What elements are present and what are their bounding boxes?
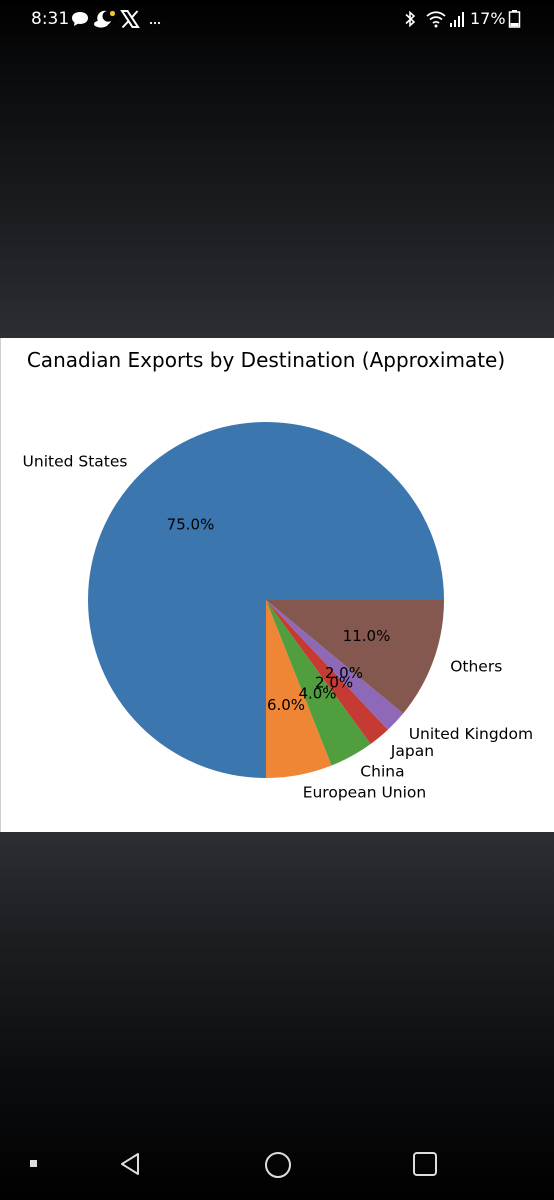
battery-percent: 17%: [470, 9, 506, 28]
bluetooth-icon: [405, 10, 416, 28]
pie-slice-japan: [266, 600, 388, 745]
pie-slices: [88, 422, 444, 778]
home-icon[interactable]: [263, 1150, 293, 1180]
slice-label-european-union: European Union: [303, 783, 427, 801]
weather-moon-icon: [94, 10, 116, 28]
pie-slice-others: [266, 600, 444, 714]
status-bar: 8:31 17%: [0, 0, 554, 38]
pie-chart: Canadian Exports by Destination (Approxi…: [23, 348, 534, 802]
signal-bars-icon: [450, 12, 464, 27]
slice-label-others: Others: [450, 657, 502, 675]
slice-label-china: China: [360, 763, 404, 781]
slice-percent-united-kingdom: 2.0%: [325, 664, 363, 682]
chart-title: Canadian Exports by Destination (Approxi…: [27, 348, 505, 372]
slice-percent-japan: 2.0%: [315, 673, 353, 691]
slice-label-japan: Japan: [390, 742, 434, 760]
slice-label-united-kingdom: United Kingdom: [409, 725, 533, 743]
pie-slice-united-kingdom: [266, 600, 404, 730]
recents-dot-icon[interactable]: [28, 1158, 40, 1170]
pie-labels: United States 75.0% European Union 6.0% Chin…: [23, 453, 534, 802]
more-dots-icon: [149, 21, 161, 25]
overview-icon[interactable]: [411, 1150, 439, 1178]
wifi-icon: [426, 11, 446, 28]
status-time: 8:31: [31, 9, 70, 29]
navigation-bar: [0, 1130, 554, 1200]
slice-percent-european-union: 6.0%: [267, 696, 305, 714]
battery-icon: [508, 10, 521, 28]
slice-percent-united-states: 75.0%: [167, 516, 215, 534]
slice-percent-china: 4.0%: [298, 685, 336, 703]
pie-slice-china: [266, 600, 371, 766]
pie-slice-european-union: [266, 600, 332, 778]
chart-image: Canadian Exports by Destination (Approxi…: [0, 338, 554, 832]
slice-label-united-states: United States: [23, 453, 128, 471]
x-app-icon: [120, 10, 140, 29]
slice-percent-others: 11.0%: [343, 627, 391, 645]
back-icon[interactable]: [116, 1150, 144, 1178]
chat-bubble-icon: [72, 12, 88, 26]
